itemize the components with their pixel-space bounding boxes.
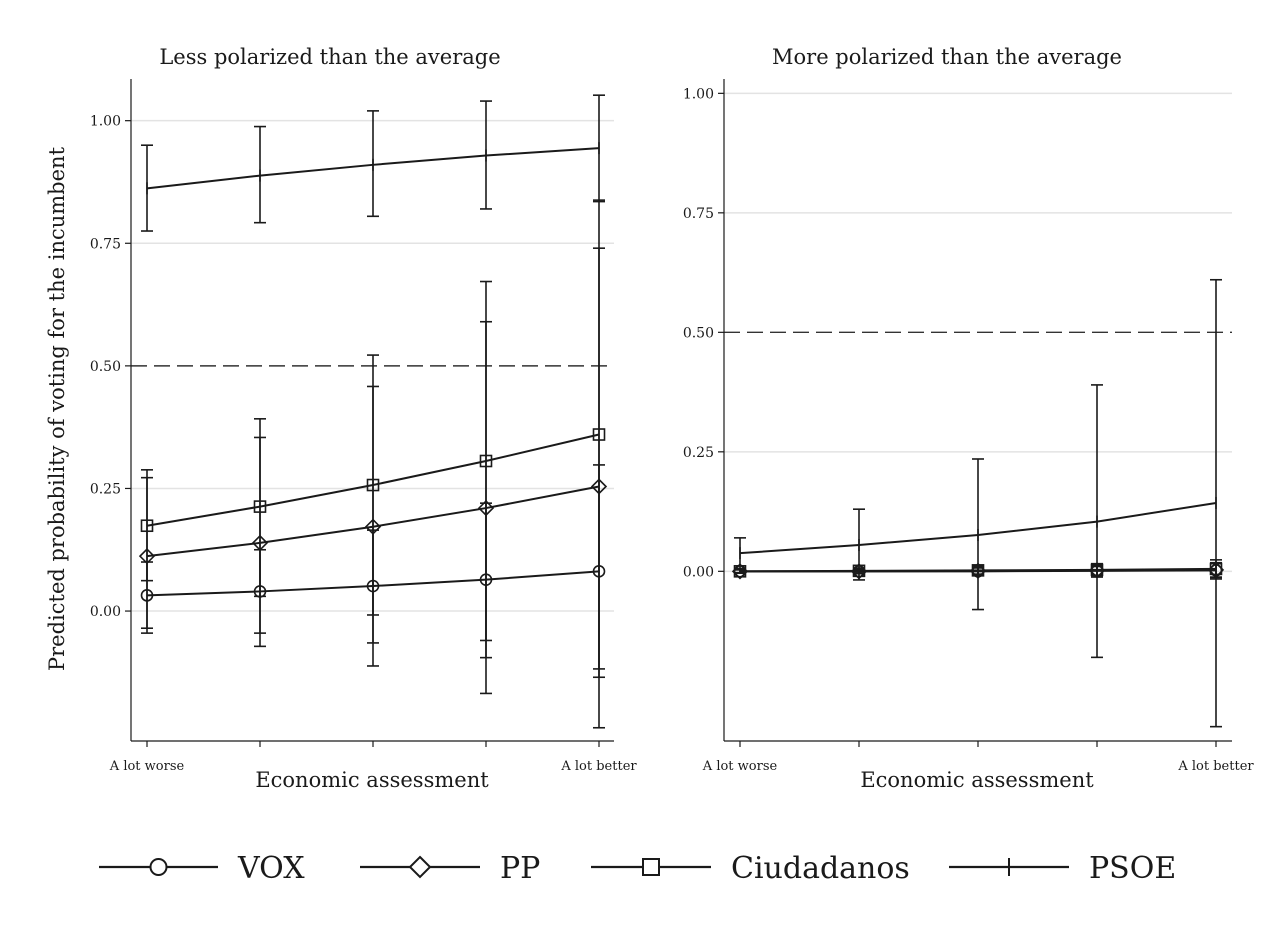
y-axis-title: Predicted probability of voting for the … bbox=[45, 146, 69, 671]
x-tick-label: A lot better bbox=[560, 759, 637, 774]
y-tick-label: 1.00 bbox=[683, 86, 714, 102]
x-tick-label: A lot worse bbox=[109, 759, 185, 774]
legend-item-vox: VOX bbox=[99, 851, 305, 886]
legend-item-psoe: PSOE bbox=[949, 851, 1176, 886]
x-axis-title: Economic assessment bbox=[860, 768, 1094, 792]
data-point bbox=[592, 428, 606, 441]
legend-label: PP bbox=[500, 851, 540, 886]
data-point bbox=[366, 478, 380, 492]
y-tick-label: 0.25 bbox=[683, 445, 714, 461]
legend-label: PSOE bbox=[1089, 851, 1176, 886]
series-psoe bbox=[141, 94, 605, 232]
data-point bbox=[140, 519, 154, 533]
panel-more-polarized: More polarized than the average Economic… bbox=[683, 45, 1255, 792]
legend-label: VOX bbox=[237, 851, 305, 886]
data-point bbox=[253, 500, 267, 513]
series-ciudadanos bbox=[140, 199, 606, 670]
legend: VOX PP Ciudadanos PSOE bbox=[99, 851, 1176, 886]
y-tick-label: 0.75 bbox=[683, 206, 714, 222]
diamond-icon bbox=[408, 855, 432, 879]
square-icon bbox=[642, 858, 660, 876]
x-axis-title: Economic assessment bbox=[255, 768, 489, 792]
series-psoe bbox=[734, 278, 1222, 728]
y-tick-label: 0.75 bbox=[90, 236, 121, 252]
x-tick-label: A lot worse bbox=[702, 759, 778, 774]
y-tick-label: 0.50 bbox=[683, 325, 714, 341]
y-tick-label: 0.25 bbox=[90, 481, 121, 497]
panel-title: More polarized than the average bbox=[772, 45, 1122, 69]
circle-icon bbox=[149, 858, 168, 876]
panel-less-polarized: Less polarized than the average Economic… bbox=[90, 45, 638, 792]
y-tick-label: 1.00 bbox=[90, 114, 121, 130]
panel-title: Less polarized than the average bbox=[159, 45, 500, 69]
y-tick-label: 0.00 bbox=[90, 604, 121, 620]
legend-label: Ciudadanos bbox=[731, 851, 910, 886]
legend-item-pp: PP bbox=[360, 851, 540, 886]
data-point bbox=[479, 454, 493, 468]
series-line bbox=[146, 433, 600, 527]
x-tick-label: A lot better bbox=[1177, 759, 1254, 774]
y-tick-label: 0.00 bbox=[683, 564, 714, 580]
y-tick-label: 0.50 bbox=[90, 359, 121, 375]
legend-item-ciudadanos: Ciudadanos bbox=[591, 851, 910, 886]
